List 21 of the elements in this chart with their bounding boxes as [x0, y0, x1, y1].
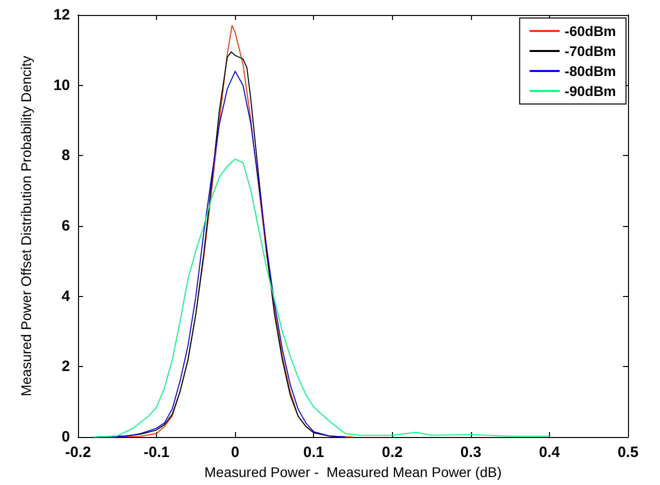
- legend-label: -80dBm: [564, 63, 616, 79]
- x-tick-label: 0.3: [460, 444, 482, 461]
- x-tick-label: 0.1: [303, 444, 324, 461]
- y-axis-title: Measured Power Offset Distribution Probability Dencity: [18, 56, 34, 396]
- legend-label: -60dBm: [564, 23, 616, 39]
- x-tick-label: -0.1: [144, 444, 170, 461]
- y-tick-label: 10: [53, 76, 70, 94]
- legend-label: -70dBm: [564, 43, 616, 59]
- x-tick-label: -0.2: [65, 444, 91, 461]
- legend-label: -90dBm: [564, 83, 616, 99]
- x-tick-label: 0.2: [382, 444, 403, 461]
- y-tick-label: 6: [62, 218, 70, 234]
- y-tick-label: 2: [62, 358, 70, 376]
- y-tick-label: 12: [53, 6, 70, 24]
- y-tick-label: 0: [62, 428, 70, 446]
- y-tick-label: 8: [62, 147, 70, 164]
- x-tick-label: 0.5: [618, 444, 638, 461]
- y-tick-label: 4: [62, 288, 71, 305]
- x-tick-label: 0: [230, 444, 240, 461]
- x-tick-label: 0.4: [539, 444, 561, 461]
- x-axis-title: Measured Power - Measured Mean Power (dB): [204, 464, 502, 480]
